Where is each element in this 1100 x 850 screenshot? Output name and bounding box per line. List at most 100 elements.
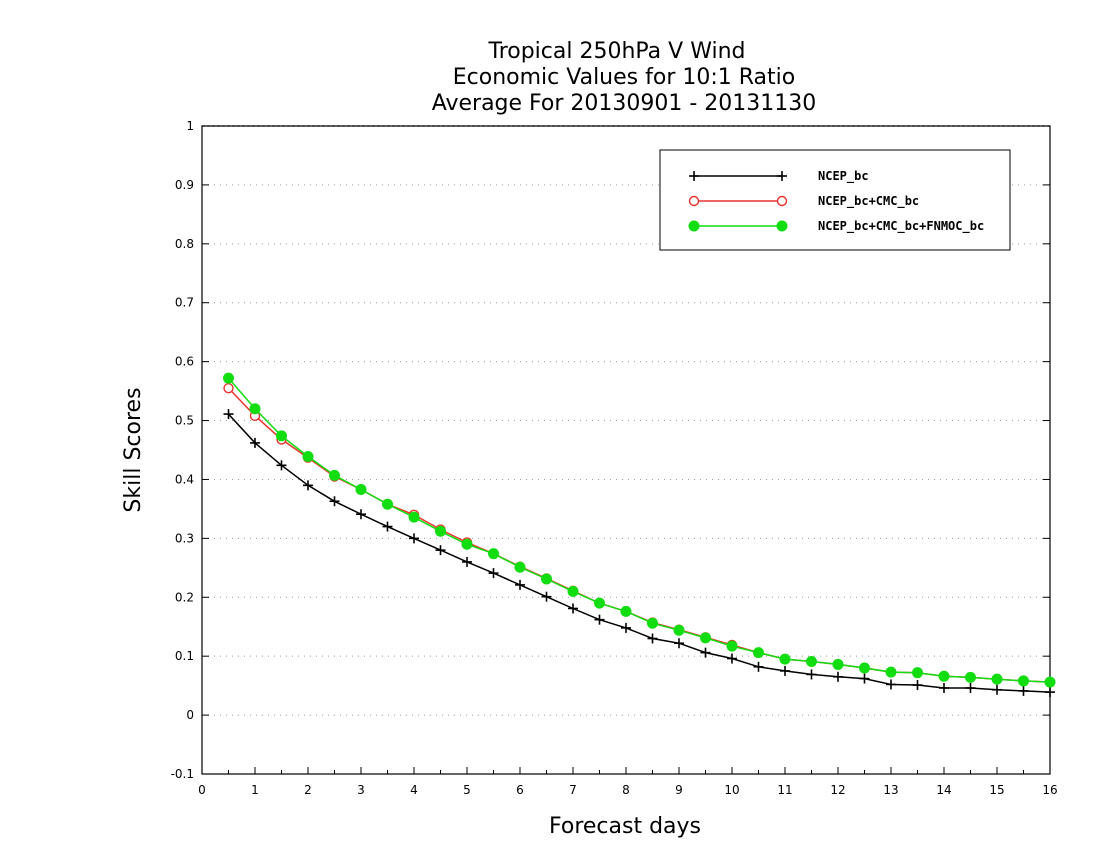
series-0-point-20	[753, 661, 764, 672]
series-2-point-30	[1018, 675, 1029, 687]
title-line-3: Average For 20130901 - 20131130	[432, 91, 817, 116]
series-2-point-8	[435, 525, 446, 537]
series-0-point-25	[886, 679, 896, 690]
series-0-point-12	[541, 591, 552, 602]
chart-title: Tropical 250hPa V Wind Economic Values f…	[432, 39, 817, 116]
x-tick-label-8: 8	[622, 783, 630, 797]
series-2	[223, 372, 1056, 688]
series-0-point-21	[780, 665, 790, 676]
series-line-0	[227, 413, 1051, 693]
series-2-point-0	[223, 372, 234, 384]
series-0-point-22	[806, 669, 817, 680]
x-tick-label-16: 16	[1042, 783, 1057, 797]
series-2-point-16	[647, 617, 658, 629]
series-2-point-5	[355, 483, 367, 495]
series-0-point-28	[965, 682, 976, 693]
series-2-point-17	[673, 624, 685, 636]
legend-item-1: NCEP_bc+CMC_bc	[688, 194, 919, 209]
legend-marker-end-2	[776, 220, 788, 232]
legend: NCEP_bc NCEP_bc+CMC_bc NCEP_bc+CMC_bc+FNMO…	[659, 149, 1011, 251]
series-0-point-31	[1045, 687, 1055, 698]
series-2-point-12	[541, 573, 552, 585]
x-tick-label-12: 12	[830, 783, 845, 797]
series-0-point-16	[647, 633, 658, 644]
series-0-point-29	[992, 684, 1002, 695]
y-tick-label-3: 0.2	[175, 590, 194, 604]
series-2-point-13	[567, 585, 579, 597]
series-0-point-0	[223, 409, 234, 420]
series-2-point-22	[806, 655, 817, 667]
series-0-point-30	[1018, 685, 1029, 696]
y-tick-label-7: 0.6	[175, 355, 194, 369]
x-tick-label-6: 6	[516, 783, 524, 797]
series-2-point-19	[726, 640, 738, 652]
x-tick-label-9: 9	[675, 783, 683, 797]
series-2-point-28	[965, 671, 976, 683]
x-tick-label-3: 3	[357, 783, 365, 797]
x-tick-label-0: 0	[198, 783, 206, 797]
legend-items: NCEP_bc NCEP_bc+CMC_bc NCEP_bc+CMC_bc+FNMO…	[688, 169, 984, 234]
y-tick-label-2: 0.1	[175, 649, 194, 663]
legend-marker-end-0	[777, 171, 787, 181]
series-0-point-27	[939, 682, 949, 693]
series-0-point-23	[833, 671, 843, 682]
series-2-point-10	[488, 548, 499, 560]
series-0-point-1	[250, 437, 260, 448]
y-tick-label-0: -0.1	[171, 767, 194, 781]
series-2-point-14	[594, 597, 605, 609]
y-tick-label-6: 0.5	[175, 414, 194, 428]
series-0-point-26	[912, 680, 923, 691]
y-tick-label-5: 0.4	[175, 472, 194, 486]
series-0-point-10	[488, 568, 499, 579]
series-2-point-20	[753, 647, 764, 659]
series-2-point-25	[885, 666, 897, 678]
x-tick-label-7: 7	[569, 783, 577, 797]
series-0-point-6	[382, 521, 393, 532]
series-2-point-26	[912, 667, 923, 679]
legend-label-2: NCEP_bc+CMC_bc+FNMOC_bc	[818, 219, 984, 234]
series-0-point-13	[568, 603, 578, 614]
y-tick-label-11: 1	[186, 119, 194, 133]
x-tick-label-2: 2	[304, 783, 312, 797]
x-tick-label-4: 4	[410, 783, 418, 797]
legend-marker-end-1	[776, 195, 788, 207]
legend-marker-start-1	[688, 195, 700, 207]
y-tick-label-9: 0.8	[175, 237, 194, 251]
title-line-2: Economic Values for 10:1 Ratio	[453, 65, 795, 90]
series-layer	[223, 372, 1056, 698]
series-0-point-8	[435, 545, 446, 556]
series-2-point-2	[276, 430, 287, 442]
legend-label-1: NCEP_bc+CMC_bc	[818, 194, 919, 209]
x-axis-title: Forecast days	[549, 814, 701, 839]
x-tick-label-11: 11	[777, 783, 792, 797]
series-2-point-3	[302, 450, 314, 462]
legend-item-2: NCEP_bc+CMC_bc+FNMOC_bc	[688, 219, 984, 234]
series-2-point-6	[382, 498, 393, 510]
y-axis-title: Skill Scores	[121, 387, 146, 512]
series-2-point-7	[408, 511, 420, 523]
series-2-point-18	[700, 632, 711, 644]
y-tick-label-8: 0.7	[175, 296, 194, 310]
series-2-point-24	[859, 662, 870, 674]
series-0	[223, 409, 1055, 698]
series-1-point-0	[223, 382, 234, 394]
title-line-1: Tropical 250hPa V Wind	[487, 39, 745, 64]
series-0-point-19	[727, 653, 737, 664]
series-2-point-11	[514, 561, 526, 573]
series-0-point-5	[356, 509, 366, 520]
series-2-point-27	[938, 670, 950, 682]
x-tick-label-15: 15	[989, 783, 1004, 797]
series-2-point-29	[991, 673, 1003, 685]
series-2-point-23	[832, 658, 844, 670]
y-tick-label-4: 0.3	[175, 531, 194, 545]
series-line-1	[227, 387, 1051, 683]
series-1	[223, 382, 1056, 688]
series-2-point-21	[779, 653, 791, 665]
legend-marker-start-2	[688, 220, 700, 232]
series-0-point-3	[303, 480, 313, 491]
series-0-point-14	[594, 614, 605, 625]
series-0-point-15	[621, 622, 631, 633]
series-2-point-31	[1044, 676, 1056, 688]
series-2-point-4	[329, 469, 340, 481]
